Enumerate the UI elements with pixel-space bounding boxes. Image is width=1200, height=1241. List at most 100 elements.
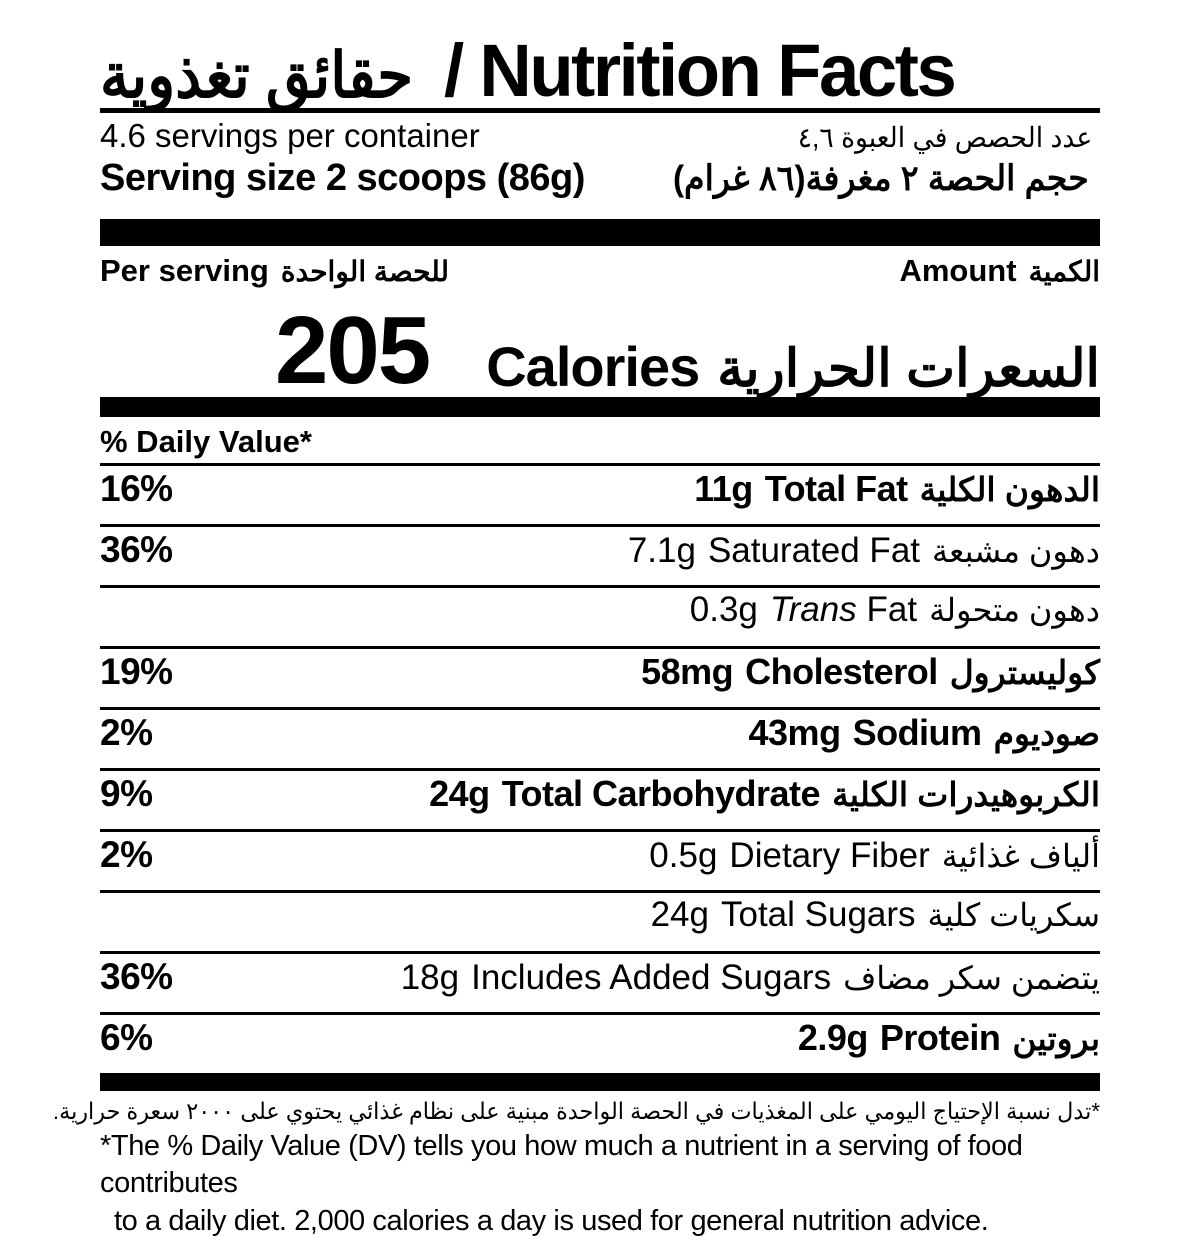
row-nutrient-arabic: الكربوهيدرات الكلية bbox=[832, 776, 1100, 813]
row-nutrient-arabic: دهون مشبعة bbox=[932, 533, 1100, 569]
calories-value: 205 bbox=[275, 296, 431, 404]
row-divider bbox=[100, 890, 1100, 893]
footnote-arabic: *تدل نسبة الإحتياج اليومي على المغذيات ف… bbox=[52, 1098, 1100, 1124]
serving-size-row: Serving size 2 scoops (86g) حجم الحصة ٢ … bbox=[100, 157, 1100, 219]
row-nutrient-english: Sodium bbox=[852, 712, 983, 753]
row-percent: 6% bbox=[100, 1017, 153, 1058]
title-english-text: Nutrition Facts bbox=[479, 29, 957, 108]
row-nutrient-english: Total Fat bbox=[764, 468, 908, 509]
row-nutrient: يتضمن سكر مضاف Includes Added Sugars 18g bbox=[300, 960, 1100, 995]
per-serving-english: Per serving bbox=[100, 253, 269, 288]
row-nutrient: الدهون الكلية Total Fat 11g bbox=[300, 471, 1100, 507]
amount-header-row: Per serving للحصة الواحدة الكمية Amount bbox=[100, 246, 1100, 292]
row-percent: 19% bbox=[100, 651, 173, 692]
footnote-english: *The % Daily Value (DV) tells you how mu… bbox=[100, 1126, 1100, 1241]
footnote-english-line1: *The % Daily Value (DV) tells you how mu… bbox=[100, 1129, 1023, 1200]
table-row: سكريات كلية Total Sugars 24g bbox=[100, 893, 1100, 951]
row-divider bbox=[100, 768, 1100, 771]
row-nutrient-amount: 0.3g bbox=[689, 590, 758, 629]
row-nutrient-amount: 24g bbox=[429, 773, 490, 814]
table-row: 19% كوليسترول Cholesterol 58mg bbox=[100, 649, 1100, 707]
servings-per-container-arabic: عدد الحصص في العبوة ٤,٦ bbox=[797, 122, 1093, 153]
row-nutrient-english: Total Carbohydrate bbox=[501, 773, 821, 814]
row-nutrient-arabic: بروتين bbox=[1012, 1020, 1100, 1057]
row-nutrient-english: Cholesterol bbox=[745, 651, 938, 692]
row-nutrient-amount: 24g bbox=[650, 895, 709, 934]
table-row: 6% بروتين Protein2.9g bbox=[100, 1015, 1100, 1073]
row-divider bbox=[100, 646, 1100, 649]
calories-arabic: السعرات الحرارية bbox=[717, 340, 1101, 398]
row-nutrient-arabic: دهون متحولة bbox=[929, 592, 1100, 628]
row-divider bbox=[100, 524, 1100, 527]
daily-value-header: % Daily Value* bbox=[100, 423, 312, 459]
row-nutrient-english: Dietary Fiber bbox=[729, 836, 930, 875]
row-nutrient-arabic: سكريات كلية bbox=[927, 897, 1100, 933]
row-nutrient-arabic: يتضمن سكر مضاف bbox=[843, 960, 1100, 996]
row-nutrient-italic-word: Trans bbox=[769, 590, 857, 629]
row-nutrient: بروتين Protein2.9g bbox=[300, 1020, 1100, 1056]
table-row: 2% ألياف غذائية Dietary Fiber 0.5g bbox=[100, 832, 1100, 890]
row-nutrient-english: Saturated Fat bbox=[707, 531, 921, 570]
serving-size-english: Serving size 2 scoops (86g) bbox=[100, 157, 585, 199]
footnote-english-line2: to a daily diet. 2,000 calories a day is… bbox=[114, 1205, 989, 1238]
row-nutrient-amount: 7.1g bbox=[627, 531, 696, 570]
row-nutrient: صوديوم Sodium43mg bbox=[300, 715, 1100, 751]
label-title: حقائق تغذوية / Nutrition Facts bbox=[100, 0, 1100, 108]
row-divider bbox=[100, 585, 1100, 588]
daily-value-header-row: % Daily Value* bbox=[100, 417, 1100, 463]
daily-value-divider bbox=[100, 463, 1100, 466]
row-nutrient: سكريات كلية Total Sugars 24g bbox=[300, 897, 1100, 932]
per-serving-header: Per serving للحصة الواحدة bbox=[100, 255, 449, 286]
table-row: 9% الكربوهيدرات الكلية Total Carbohydrate… bbox=[100, 771, 1100, 829]
row-nutrient: ألياف غذائية Dietary Fiber 0.5g bbox=[300, 838, 1100, 873]
row-nutrient-arabic: كوليسترول bbox=[949, 654, 1100, 691]
per-serving-arabic: للحصة الواحدة bbox=[280, 256, 450, 287]
row-nutrient-english: Trans Fat bbox=[770, 592, 917, 627]
row-nutrient-arabic: صوديوم bbox=[993, 715, 1100, 752]
nutrition-facts-label: حقائق تغذوية / Nutrition Facts 4.6 servi… bbox=[52, 33, 1101, 1238]
table-row: دهون متحولة Trans Fat 0.3g bbox=[100, 588, 1100, 646]
table-row: 36% دهون مشبعة Saturated Fat 7.1g bbox=[100, 527, 1100, 585]
row-percent: 16% bbox=[100, 468, 173, 509]
title-separator: / bbox=[444, 29, 464, 108]
serving-size-arabic: حجم الحصة ٢ مغرفة(٨٦ غرام) bbox=[673, 159, 1090, 198]
row-nutrient-amount: 43mg bbox=[748, 712, 842, 753]
row-nutrient-amount: 58mg bbox=[641, 651, 734, 692]
label-inner: حقائق تغذوية / Nutrition Facts 4.6 servi… bbox=[52, 0, 1101, 1241]
table-row: 16% الدهون الكلية Total Fat 11g bbox=[100, 466, 1100, 524]
amount-header: الكمية Amount bbox=[899, 255, 1100, 286]
row-nutrient: دهون مشبعة Saturated Fat 7.1g bbox=[300, 533, 1100, 568]
footnote-block: *تدل نسبة الإحتياج اليومي على المغذيات ف… bbox=[52, 1091, 1100, 1241]
row-divider bbox=[100, 707, 1100, 710]
row-nutrient: الكربوهيدرات الكلية Total Carbohydrate 24g bbox=[300, 776, 1100, 812]
servings-per-container-row: 4.6 servings per container عدد الحصص في … bbox=[100, 113, 1100, 157]
row-nutrient-english: Includes Added Sugars bbox=[471, 958, 832, 997]
row-percent: 9% bbox=[100, 773, 153, 814]
row-nutrient-amount: 18g bbox=[400, 958, 460, 997]
serving-size-thick-divider bbox=[100, 219, 1100, 246]
row-divider bbox=[100, 951, 1100, 954]
table-bottom-thick-divider bbox=[100, 1073, 1100, 1091]
row-percent: 2% bbox=[100, 712, 153, 753]
amount-english: Amount bbox=[899, 253, 1017, 288]
row-nutrient: كوليسترول Cholesterol 58mg bbox=[300, 654, 1100, 690]
title-arabic: حقائق تغذوية bbox=[100, 41, 414, 108]
row-divider bbox=[100, 1012, 1100, 1015]
calories-label: السعرات الحراريةCalories bbox=[486, 339, 1101, 398]
amount-arabic: الكمية bbox=[1028, 256, 1100, 287]
calories-row: 205 السعرات الحراريةCalories bbox=[100, 292, 1101, 404]
row-nutrient-english: Total Sugars bbox=[720, 895, 916, 934]
row-nutrient-amount: 11g bbox=[694, 468, 753, 509]
row-nutrient-english: Protein bbox=[879, 1017, 1001, 1058]
row-percent: 2% bbox=[100, 834, 153, 875]
row-percent: 36% bbox=[100, 956, 173, 997]
title-english: / Nutrition Facts bbox=[444, 34, 957, 108]
row-percent: 36% bbox=[100, 529, 173, 570]
table-row: 36% يتضمن سكر مضاف Includes Added Sugars 1… bbox=[100, 954, 1100, 1012]
row-divider bbox=[100, 829, 1100, 832]
calories-english: Calories bbox=[486, 335, 700, 398]
calories-thick-divider bbox=[100, 397, 1100, 417]
servings-per-container-english: 4.6 servings per container bbox=[100, 117, 480, 154]
row-nutrient-arabic: الدهون الكلية bbox=[919, 471, 1100, 508]
row-nutrient-amount: 2.9g bbox=[797, 1017, 869, 1058]
